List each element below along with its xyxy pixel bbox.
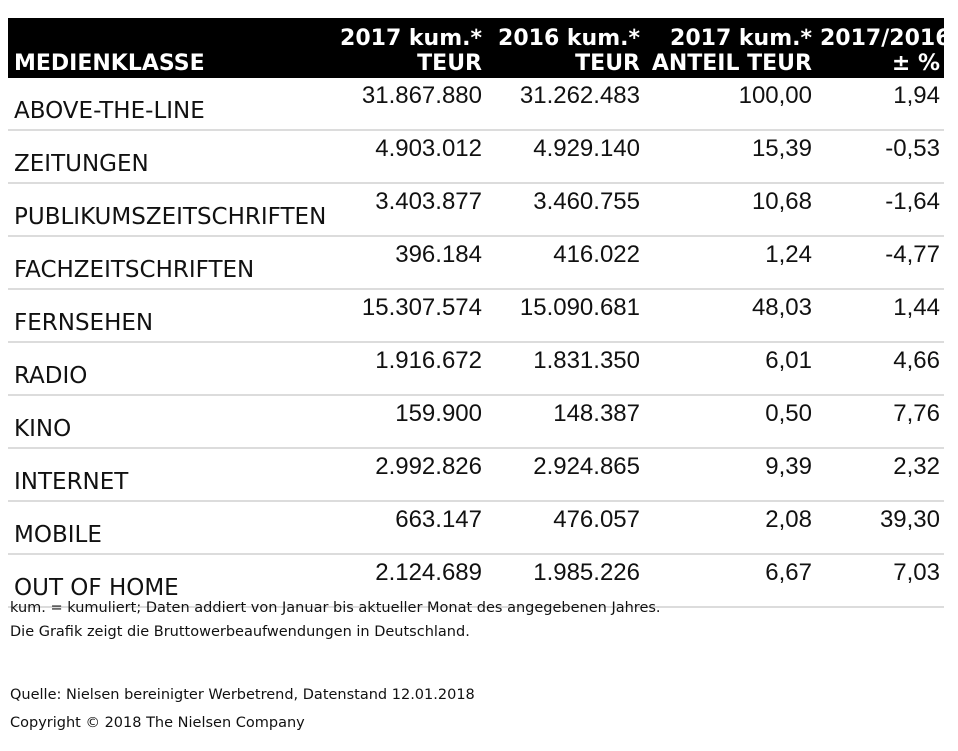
cell-anteil: 6,01 [644, 342, 816, 396]
cell-2017: 396.184 [328, 236, 486, 290]
cell-2017: 159.900 [328, 395, 486, 449]
description-text: Die Grafik zeigt die Bruttowerbeaufwendu… [10, 624, 470, 640]
cell-2017: 4.903.012 [328, 130, 486, 184]
cell-2016: 4.929.140 [486, 130, 644, 184]
table-row: INTERNET 2.992.826 2.924.865 9,39 2,32 [8, 448, 944, 502]
cell-2016: 416.022 [486, 236, 644, 290]
header-change-percent: 2017/2016 ± % [816, 18, 951, 78]
cell-change: 2,32 [816, 448, 944, 502]
header-line1: 2017 kum.* [340, 26, 482, 51]
row-label: PUBLIKUMSZEITSCHRIFTEN [8, 183, 328, 237]
row-label: RADIO [8, 342, 328, 396]
table-row: KINO 159.900 148.387 0,50 7,76 [8, 395, 944, 449]
cell-anteil: 48,03 [644, 289, 816, 343]
cell-change: 7,03 [816, 554, 944, 608]
cell-2017: 2.992.826 [328, 448, 486, 502]
row-label: ZEITUNGEN [8, 130, 328, 184]
footnote-text: kum. = kumuliert; Daten addiert von Janu… [10, 600, 661, 616]
row-label: INTERNET [8, 448, 328, 502]
row-label: KINO [8, 395, 328, 449]
table-body: ABOVE-THE-LINE 31.867.880 31.262.483 100… [8, 78, 944, 608]
cell-2016: 15.090.681 [486, 289, 644, 343]
cell-2016: 2.924.865 [486, 448, 644, 502]
header-line2: TEUR [417, 51, 482, 76]
cell-2016: 476.057 [486, 501, 644, 555]
media-spend-table: MEDIENKLASSE 2017 kum.* TEUR 2016 kum.* … [8, 18, 951, 608]
table-row: RADIO 1.916.672 1.831.350 6,01 4,66 [8, 342, 944, 396]
cell-change: 4,66 [816, 342, 944, 396]
cell-anteil: 2,08 [644, 501, 816, 555]
row-label: MOBILE [8, 501, 328, 555]
cell-2016: 1.831.350 [486, 342, 644, 396]
cell-2017: 31.867.880 [328, 78, 486, 131]
cell-anteil: 0,50 [644, 395, 816, 449]
row-label: ABOVE-THE-LINE [8, 78, 328, 131]
table-row: FERNSEHEN 15.307.574 15.090.681 48,03 1,… [8, 289, 944, 343]
header-line1: 2017/2016 [820, 26, 951, 51]
copyright-text: Copyright © 2018 The Nielsen Company [10, 715, 305, 731]
table-row: FACHZEITSCHRIFTEN 396.184 416.022 1,24 -… [8, 236, 944, 290]
cell-anteil: 6,67 [644, 554, 816, 608]
cell-change: 39,30 [816, 501, 944, 555]
cell-change: -1,64 [816, 183, 944, 237]
row-label: OUT OF HOME [8, 554, 328, 608]
media-spend-table-container: MEDIENKLASSE 2017 kum.* TEUR 2016 kum.* … [8, 18, 951, 608]
header-2017-anteil: 2017 kum.* ANTEIL TEUR [644, 18, 816, 78]
cell-change: 7,76 [816, 395, 944, 449]
header-line2: ± % [891, 51, 940, 76]
cell-2016: 3.460.755 [486, 183, 644, 237]
table-row: OUT OF HOME 2.124.689 1.985.226 6,67 7,0… [8, 554, 944, 608]
cell-anteil: 15,39 [644, 130, 816, 184]
row-label: FERNSEHEN [8, 289, 328, 343]
cell-2016: 148.387 [486, 395, 644, 449]
cell-2016: 31.262.483 [486, 78, 644, 131]
cell-change: -4,77 [816, 236, 944, 290]
cell-change: -0,53 [816, 130, 944, 184]
header-line2: MEDIENKLASSE [14, 51, 205, 76]
row-label: FACHZEITSCHRIFTEN [8, 236, 328, 290]
cell-2017: 2.124.689 [328, 554, 486, 608]
cell-2017: 1.916.672 [328, 342, 486, 396]
cell-change: 1,44 [816, 289, 944, 343]
header-row: MEDIENKLASSE 2017 kum.* TEUR 2016 kum.* … [8, 18, 951, 78]
header-line2: TEUR [575, 51, 640, 76]
header-medienklasse: MEDIENKLASSE [8, 18, 328, 78]
header-2016-teur: 2016 kum.* TEUR [486, 18, 644, 78]
header-2017-teur: 2017 kum.* TEUR [328, 18, 486, 78]
header-line2: ANTEIL TEUR [651, 51, 812, 76]
cell-anteil: 9,39 [644, 448, 816, 502]
cell-2016: 1.985.226 [486, 554, 644, 608]
table-row: PUBLIKUMSZEITSCHRIFTEN 3.403.877 3.460.7… [8, 183, 944, 237]
cell-anteil: 1,24 [644, 236, 816, 290]
cell-2017: 663.147 [328, 501, 486, 555]
table-header: MEDIENKLASSE 2017 kum.* TEUR 2016 kum.* … [8, 18, 951, 78]
header-line1: 2016 kum.* [498, 26, 640, 51]
cell-2017: 3.403.877 [328, 183, 486, 237]
cell-2017: 15.307.574 [328, 289, 486, 343]
table-row: ABOVE-THE-LINE 31.867.880 31.262.483 100… [8, 78, 944, 131]
cell-anteil: 10,68 [644, 183, 816, 237]
table-row: ZEITUNGEN 4.903.012 4.929.140 15,39 -0,5… [8, 130, 944, 184]
source-text: Quelle: Nielsen bereinigter Werbetrend, … [10, 687, 475, 703]
header-line1: 2017 kum.* [670, 26, 812, 51]
cell-anteil: 100,00 [644, 78, 816, 131]
table-row: MOBILE 663.147 476.057 2,08 39,30 [8, 501, 944, 555]
cell-change: 1,94 [816, 78, 944, 131]
